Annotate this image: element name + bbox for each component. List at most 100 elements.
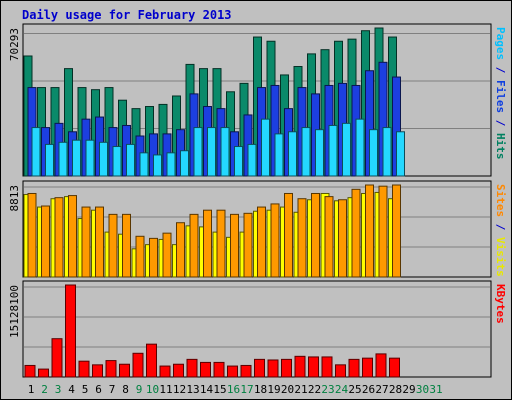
x-tick-label-day-8: 8	[122, 383, 129, 396]
bar-kbytes-day-6	[92, 364, 103, 378]
bar-sites-day-9	[135, 235, 145, 278]
bar-sites-day-8	[122, 213, 131, 278]
bar-kbytes-day-12	[173, 363, 184, 378]
x-tick-label-day-3: 3	[55, 383, 62, 396]
bar-pages-day-24	[342, 122, 351, 177]
legend-entry: /	[494, 217, 507, 237]
x-tick-label-day-21: 21	[294, 383, 307, 396]
bar-kbytes-day-18	[254, 358, 265, 378]
legend-visits-sites: Sites / Visits	[494, 184, 507, 277]
legend-hits-files-pages: Pages / Files / Hits	[494, 27, 507, 160]
x-tick-label-day-12: 12	[173, 383, 186, 396]
x-tick-label-day-4: 4	[68, 383, 75, 396]
legend-entry: Files	[494, 80, 507, 113]
bar-pages-day-11	[166, 152, 176, 177]
bar-sites-day-14	[203, 209, 212, 278]
bar-pages-day-21	[301, 127, 311, 177]
bar-pages-day-5	[85, 139, 95, 177]
bar-pages-day-4	[72, 139, 81, 177]
legend-entry: Sites	[494, 184, 507, 217]
bar-kbytes-day-8	[119, 363, 130, 378]
bar-kbytes-day-16	[227, 365, 238, 378]
bar-pages-day-17	[247, 143, 257, 177]
legend-entry: Pages	[494, 27, 507, 60]
bar-kbytes-day-28	[389, 357, 400, 378]
bar-pages-day-1	[31, 127, 41, 177]
bar-sites-day-5	[81, 206, 91, 278]
bar-pages-day-23	[328, 124, 338, 177]
x-tick-label-day-25: 25	[348, 383, 361, 396]
bar-kbytes-day-19	[267, 359, 279, 378]
bar-sites-day-22	[311, 192, 320, 278]
bar-sites-day-4	[68, 195, 77, 278]
bar-pages-day-20	[288, 131, 297, 177]
bar-sites-day-18	[257, 206, 266, 278]
bar-kbytes-day-9	[132, 352, 144, 378]
x-tick-label-day-20: 20	[281, 383, 294, 396]
x-tick-label-day-19: 19	[267, 383, 280, 396]
bar-pages-day-14	[207, 127, 216, 177]
ymax-label-visits-sites: 8813	[8, 185, 21, 212]
bar-pages-day-15	[220, 127, 230, 177]
x-tick-label-day-17: 17	[240, 383, 253, 396]
bar-sites-day-24	[338, 199, 347, 278]
bar-kbytes-day-25	[348, 358, 360, 378]
bar-kbytes-day-22	[308, 356, 319, 378]
bar-pages-day-2	[45, 143, 54, 177]
x-tick-label-day-16: 16	[227, 383, 240, 396]
legend-entry: Hits	[494, 133, 507, 160]
bar-pages-day-22	[315, 129, 324, 177]
bar-kbytes-day-13	[186, 358, 198, 378]
bar-kbytes-day-27	[375, 353, 387, 378]
bar-sites-day-11	[162, 232, 172, 278]
bar-kbytes-day-23	[321, 356, 333, 378]
x-tick-label-day-10: 10	[146, 383, 159, 396]
bar-kbytes-day-10	[146, 343, 157, 378]
x-tick-label-day-22: 22	[308, 383, 321, 396]
bar-sites-day-17	[243, 212, 253, 278]
bar-sites-day-23	[324, 196, 334, 278]
bar-kbytes-day-7	[105, 360, 117, 378]
ymax-label-hits-files-pages: 70293	[8, 28, 21, 61]
chart-title: Daily usage for February 2013	[22, 8, 232, 22]
bar-pages-day-16	[234, 146, 243, 177]
bar-kbytes-day-26	[362, 357, 373, 378]
bar-pages-day-6	[99, 141, 108, 177]
x-tick-label-day-14: 14	[200, 383, 214, 396]
bar-pages-day-18	[261, 118, 270, 177]
bar-pages-day-13	[193, 127, 203, 177]
bar-sites-day-25	[351, 188, 361, 278]
bar-sites-day-20	[284, 192, 293, 278]
bar-kbytes-day-14	[200, 361, 211, 378]
x-tick-label-day-5: 5	[82, 383, 89, 396]
bar-kbytes-day-21	[294, 355, 306, 378]
x-tick-label-day-18: 18	[254, 383, 267, 396]
bar-sites-day-26	[365, 184, 374, 278]
bar-kbytes-day-2	[38, 368, 49, 378]
bar-kbytes-day-3	[51, 338, 63, 378]
legend-entry: /	[494, 113, 507, 133]
x-tick-label-day-11: 11	[159, 383, 172, 396]
bar-kbytes-day-24	[335, 364, 346, 378]
bar-kbytes-day-5	[78, 360, 90, 378]
bar-sites-day-28	[392, 184, 401, 278]
bar-pages-day-28	[396, 131, 405, 177]
bar-kbytes-day-17	[240, 364, 252, 378]
x-tick-label-day-15: 15	[213, 383, 226, 396]
bar-pages-day-19	[274, 133, 284, 177]
bar-sites-day-3	[54, 197, 64, 278]
bar-sites-day-12	[176, 222, 185, 278]
bar-sites-day-21	[297, 198, 307, 278]
bar-pages-day-7	[112, 146, 122, 177]
x-tick-label-day-27: 27	[375, 383, 388, 396]
x-tick-label-day-31: 31	[429, 383, 442, 396]
bar-sites-day-13	[189, 213, 199, 278]
bar-pages-day-8	[126, 143, 135, 177]
bar-sites-day-19	[270, 203, 280, 278]
legend-kbytes: KBytes	[494, 284, 507, 324]
bar-sites-day-16	[230, 213, 239, 278]
ymax-label-kbytes: 15128100	[8, 285, 21, 338]
x-tick-label-day-30: 30	[416, 383, 429, 396]
x-tick-label-day-24: 24	[335, 383, 349, 396]
